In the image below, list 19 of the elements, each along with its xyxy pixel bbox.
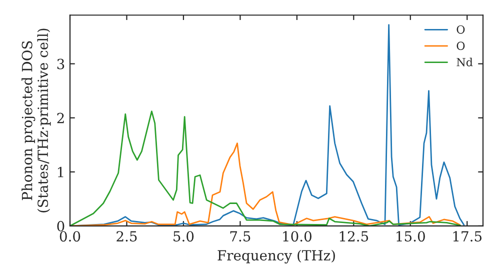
y-tick-label: 3	[57, 58, 64, 70]
x-tick-label: 5.0	[174, 231, 194, 242]
x-tick-label: 17.5	[453, 231, 482, 242]
x-tick-label: 2.5	[116, 231, 137, 242]
legend-label: O	[456, 42, 465, 50]
x-tick-label: 0.0	[60, 231, 80, 242]
y-tick-label: 2	[57, 112, 64, 124]
y-axis-title: Phonon projected DOS (States/THz·primitive cell)	[22, 28, 51, 212]
legend-label: O	[456, 25, 465, 34]
x-tick-label: 15.0	[396, 231, 425, 242]
x-axis-title: Frequency (THz)	[218, 250, 335, 264]
line-series	[70, 110, 462, 226]
line-series	[70, 142, 461, 226]
x-tick-label: 12.5	[340, 231, 368, 242]
legend-label: Nd	[456, 58, 473, 66]
x-tick-label: 7.5	[230, 231, 250, 242]
y-tick-label: 0	[57, 220, 64, 232]
y-tick-label: 1	[58, 166, 64, 178]
x-tick-label: 10.0	[283, 231, 312, 242]
